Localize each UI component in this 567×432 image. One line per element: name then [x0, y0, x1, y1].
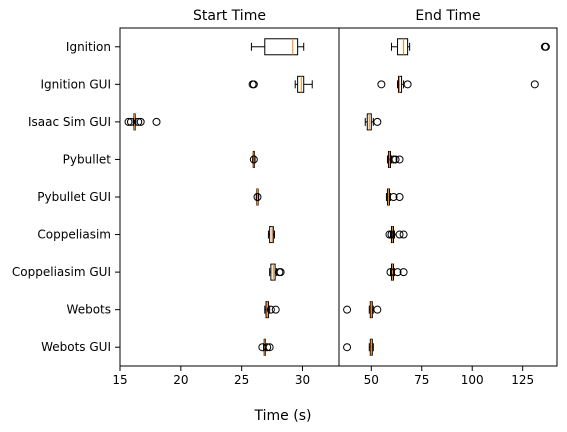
outlier-point	[399, 230, 408, 239]
outlier-point	[395, 155, 404, 164]
box	[397, 38, 409, 56]
outlier-point	[399, 268, 408, 277]
box-webots	[343, 301, 382, 319]
box-pybullet-gui	[385, 188, 404, 206]
x-tick-label: 75	[414, 373, 429, 387]
outlier-point	[253, 193, 262, 201]
box-ignition-gui	[377, 75, 539, 93]
panel-start-time: Start Time 15 20 25 30	[112, 8, 340, 387]
x-tick-label: 30	[295, 373, 310, 387]
outlier-point	[541, 42, 550, 51]
outlier-point	[266, 305, 275, 314]
x-tick-label: 50	[364, 373, 379, 387]
category-label: Coppeliasim GUI	[12, 265, 111, 279]
outlier-point	[249, 80, 258, 89]
box	[264, 38, 299, 56]
outlier-point	[263, 343, 272, 352]
outlier-point	[393, 268, 402, 277]
box-ignition	[250, 38, 305, 56]
outlier-point	[377, 80, 386, 89]
category-label: Ignition GUI	[40, 77, 111, 91]
category-label: Coppeliasim	[37, 228, 111, 242]
outlier-point	[343, 305, 352, 314]
panels-group: Start Time 15 20 25 30 End Time 50 75 100 125	[112, 8, 558, 387]
box-coppeliasim-gui	[386, 263, 408, 281]
outlier-point	[395, 193, 404, 201]
panel-end-time: End Time 50 75 100 125	[338, 8, 558, 387]
box-coppeliasim-gui	[269, 263, 285, 281]
outlier-point	[136, 117, 145, 126]
outlier-point	[152, 117, 161, 126]
outlier-point	[265, 343, 274, 352]
outlier-point	[249, 155, 258, 164]
box-isaac-sim-gui	[124, 113, 161, 131]
box-ignition-gui	[248, 75, 313, 93]
outlier-point	[276, 268, 285, 277]
box	[398, 75, 403, 93]
outlier-point	[530, 80, 539, 89]
outlier-point	[134, 117, 143, 126]
category-label: Ignition	[66, 40, 111, 54]
x-tick-label: 25	[234, 373, 249, 387]
category-labels: Ignition Ignition GUI Isaac Sim GUI Pybulle…	[12, 40, 120, 354]
x-axis-label: Time (s)	[254, 408, 312, 424]
category-label: Webots	[67, 303, 111, 317]
outlier-point	[124, 117, 133, 126]
panel-frame	[119, 27, 340, 367]
x-tick-label: 20	[173, 373, 188, 387]
outlier-point	[403, 80, 412, 89]
box-isaac-sim-gui	[364, 113, 382, 131]
outlier-point	[387, 230, 396, 239]
box-pybullet	[386, 150, 404, 168]
outlier-point	[389, 155, 398, 164]
outlier-point	[271, 305, 280, 314]
box	[297, 75, 305, 93]
x-tick-label: 100	[461, 373, 484, 387]
outlier-point	[391, 155, 400, 164]
x-tick-label: 125	[511, 373, 534, 387]
box-coppeliasim	[385, 226, 408, 244]
category-label: Pybullet	[63, 152, 112, 166]
outlier-point	[373, 117, 382, 126]
outlier-point	[385, 230, 394, 239]
category-label: Webots GUI	[41, 340, 111, 354]
box-coppeliasim	[267, 226, 276, 244]
panel-title: Start Time	[193, 8, 266, 24]
box-ignition	[390, 38, 550, 56]
box-pybullet-gui	[253, 188, 262, 206]
category-label: Isaac Sim GUI	[28, 115, 111, 129]
box-webots-gui	[258, 338, 274, 356]
outlier-point	[389, 193, 398, 201]
panel-title: End Time	[415, 8, 480, 24]
category-label: Pybullet GUI	[37, 190, 111, 204]
outlier-point	[395, 230, 404, 239]
box	[269, 226, 274, 244]
x-tick-label: 15	[112, 373, 127, 387]
outlier-point	[373, 305, 382, 314]
box-webots	[264, 301, 280, 319]
box-pybullet	[249, 150, 258, 168]
box-webots-gui	[343, 338, 374, 356]
outlier-point	[343, 343, 352, 352]
panel-frame	[338, 27, 558, 367]
